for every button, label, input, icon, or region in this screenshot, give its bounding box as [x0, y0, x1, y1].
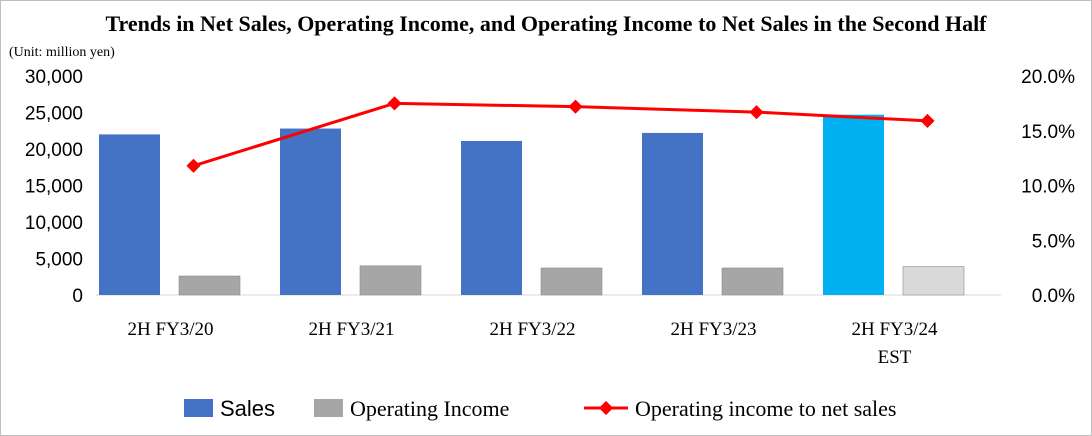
legend-swatch-sales	[184, 399, 213, 417]
sales-bar	[280, 128, 341, 295]
sales-bar	[823, 114, 884, 295]
unit-label: (Unit: million yen)	[9, 45, 115, 60]
operating-income-bar	[178, 275, 241, 296]
bars-group	[99, 114, 965, 296]
legend-swatch-operating-income	[314, 399, 343, 417]
left-axis-tick-label: 10,000	[25, 213, 83, 234]
right-axis-tick-label: 15.0%	[1021, 122, 1075, 143]
right-axis-ticks: 0.0% 5.0% 10.0% 15.0% 20.0%	[1021, 67, 1075, 307]
right-axis-tick-label: 20.0%	[1021, 67, 1075, 88]
sales-bar	[99, 134, 160, 295]
right-axis-tick-label: 5.0%	[1032, 231, 1075, 252]
left-axis-tick-label: 0	[72, 286, 83, 307]
left-axis-tick-label: 30,000	[25, 67, 83, 88]
legend: Sales Operating Income Operating income to…	[184, 396, 896, 421]
ratio-point	[920, 113, 935, 128]
right-axis-tick-label: 10.0%	[1021, 177, 1075, 198]
sales-bar	[642, 132, 703, 295]
legend-label-operating-income: Operating Income	[350, 396, 509, 421]
operating-income-bar	[721, 267, 784, 296]
ratio-point	[749, 105, 764, 120]
left-axis-tick-label: 5,000	[35, 250, 83, 271]
x-axis-tick-label: 2H FY3/22	[489, 319, 575, 340]
operating-income-bar	[540, 267, 603, 296]
ratio-line-group	[186, 96, 935, 173]
chart-title: Trends in Net Sales, Operating Income, a…	[105, 11, 987, 36]
x-axis-tick-label: 2H FY3/21	[308, 319, 394, 340]
operating-income-bar	[902, 266, 965, 296]
sales-bar	[461, 140, 522, 295]
ratio-point	[568, 99, 583, 114]
legend-swatch-ratio-marker	[598, 400, 614, 416]
x-axis-ticks: 2H FY3/20 2H FY3/21 2H FY3/22 2H FY3/23 2H F…	[127, 319, 938, 368]
right-axis-tick-label: 0.0%	[1032, 286, 1075, 307]
operating-income-bar	[359, 265, 422, 296]
left-axis-ticks: 0 5,000 10,000 15,000 20,000 25,000 30,000	[25, 67, 83, 307]
legend-label-ratio: Operating income to net sales	[635, 396, 896, 421]
legend-label-sales: Sales	[220, 396, 275, 421]
left-axis-tick-label: 20,000	[25, 140, 83, 161]
x-axis-tick-label: 2H FY3/20	[127, 319, 213, 340]
x-axis-tick-label: 2H FY3/23	[670, 319, 756, 340]
x-axis-tick-label: 2H FY3/24 EST	[851, 319, 938, 368]
left-axis-tick-label: 15,000	[25, 177, 83, 198]
ratio-point	[186, 158, 201, 173]
ratio-point	[387, 96, 402, 111]
left-axis-tick-label: 25,000	[25, 104, 83, 125]
